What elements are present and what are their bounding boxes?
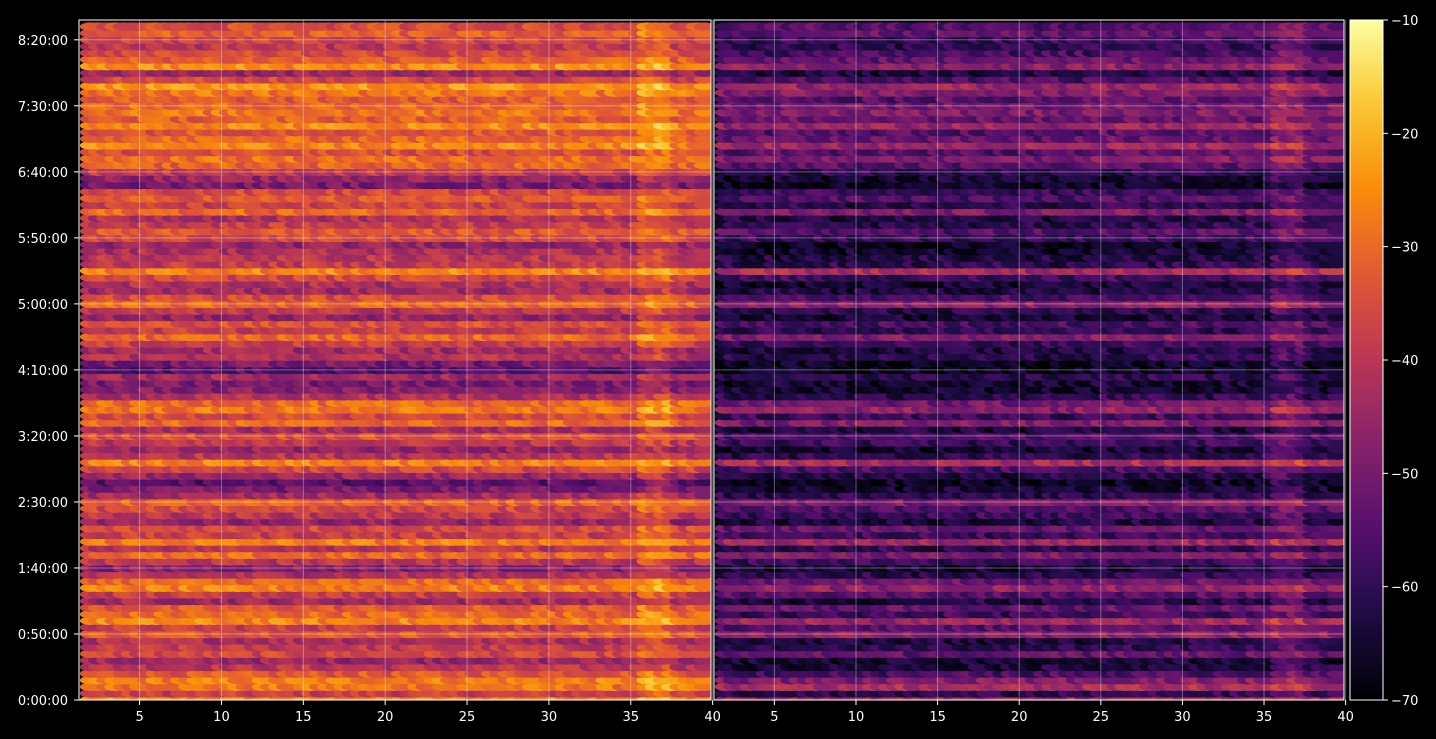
heatmap-panel-1 xyxy=(79,20,711,700)
heatmap-cell xyxy=(693,623,711,632)
heatmap-cell xyxy=(693,583,711,592)
heatmap-cell xyxy=(693,563,711,573)
heatmap-cell xyxy=(693,669,711,678)
heatmap-cell xyxy=(693,682,711,691)
heatmap-cell xyxy=(693,629,711,639)
heatmap-cell xyxy=(693,610,711,619)
heatmap-cell xyxy=(693,577,711,586)
heatmap-cell xyxy=(693,636,711,645)
heatmap-cell xyxy=(693,676,711,685)
heatmap-cell xyxy=(693,603,711,612)
heatmap-cell xyxy=(693,596,711,606)
heatmap-cell xyxy=(693,689,711,698)
heatmap-cell xyxy=(693,616,711,625)
heatmap-cell xyxy=(693,656,711,665)
heatmap-cell xyxy=(693,590,711,599)
heatmap-cell xyxy=(693,643,711,652)
heatmap-cell xyxy=(693,570,711,579)
heatmap-cell xyxy=(693,662,711,672)
heatmap-cell xyxy=(693,649,711,658)
